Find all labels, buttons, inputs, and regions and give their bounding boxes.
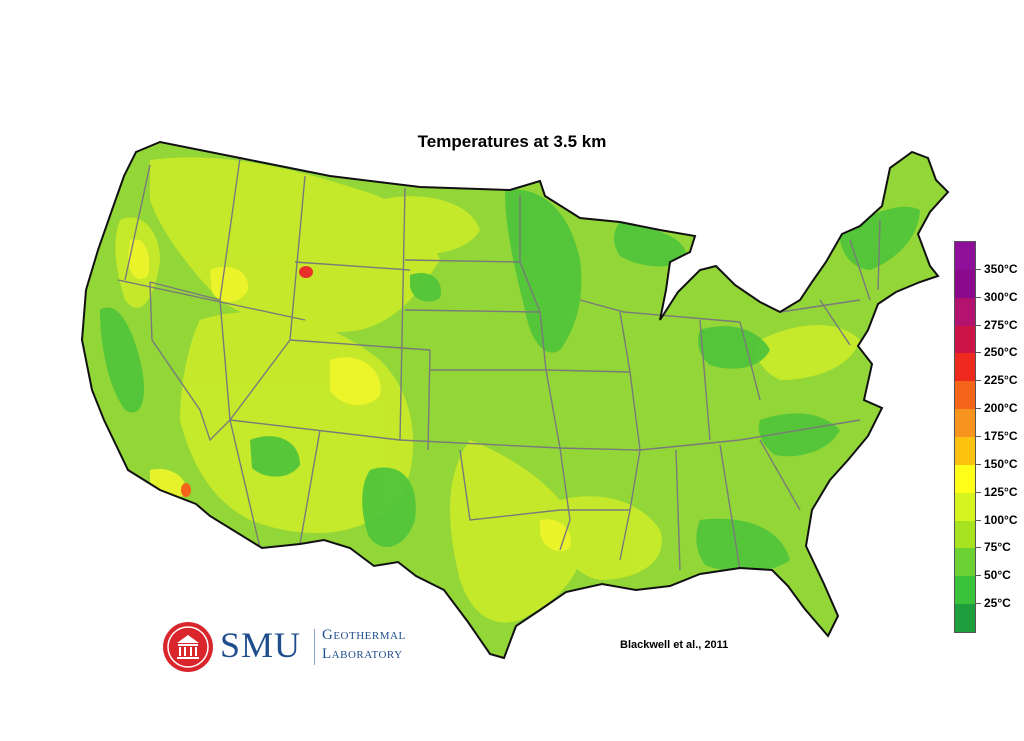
legend-label: 350°C	[984, 261, 1018, 276]
legend-label: 200°C	[984, 401, 1018, 416]
legend-tick	[976, 491, 981, 493]
smu-wordmark: SMU	[220, 625, 302, 665]
legend-label: 25°C	[984, 596, 1011, 611]
legend-label: 100°C	[984, 512, 1018, 527]
legend-label: 175°C	[984, 429, 1018, 443]
smu-seal-icon	[163, 622, 213, 672]
logo-divider	[314, 629, 315, 665]
legend-tick	[976, 408, 981, 410]
legend-label: 125°C	[984, 484, 1018, 499]
logo-line-laboratory: Laboratory	[322, 646, 403, 662]
legend-tick	[976, 575, 981, 577]
cool-zones	[100, 189, 920, 572]
legend-label: 50°C	[984, 568, 1011, 583]
legend-tick	[976, 463, 981, 465]
legend-tick	[976, 547, 981, 549]
legend-swatch	[955, 269, 975, 298]
legend-swatch	[955, 297, 975, 326]
citation-credit: Blackwell et al., 2011	[620, 639, 729, 651]
hot-zones	[128, 239, 571, 552]
legend-swatch	[955, 548, 975, 577]
legend-tick	[976, 380, 981, 382]
salton-hotspot	[181, 483, 191, 497]
legend-swatch	[955, 325, 975, 354]
legend-tick	[976, 296, 981, 298]
legend-swatch-top	[955, 242, 975, 270]
legend-swatch	[955, 409, 975, 437]
legend-label: 250°C	[984, 345, 1018, 360]
legend-tick	[976, 436, 981, 437]
legend-label: 300°C	[984, 289, 1018, 304]
legend-swatch	[955, 381, 975, 410]
legend-label: 275°C	[984, 317, 1018, 332]
legend-label: 225°C	[984, 373, 1018, 388]
legend-tick	[976, 603, 981, 605]
legend-swatch	[955, 437, 975, 465]
logo-line-geothermal: Geothermal	[322, 627, 406, 643]
smu-geothermal-logo[interactable]: SMU Geothermal Laboratory	[162, 619, 432, 675]
legend-swatch	[955, 576, 975, 605]
legend-swatch	[955, 492, 975, 521]
legend-swatch	[955, 604, 975, 632]
legend-swatch	[955, 520, 975, 549]
yellowstone-hotspot	[299, 266, 313, 278]
map-title: Temperatures at 3.5 km	[417, 132, 607, 151]
legend-swatch	[955, 353, 975, 382]
state-borders	[117, 157, 881, 571]
temperature-legend	[954, 241, 976, 633]
legend-tick	[976, 324, 981, 326]
legend-label: 150°C	[984, 456, 1018, 471]
legend-tick	[976, 519, 981, 521]
legend-tick	[976, 352, 981, 354]
legend-tick	[976, 268, 981, 270]
legend-swatch	[955, 464, 975, 493]
legend-label: 75°C	[984, 540, 1011, 555]
